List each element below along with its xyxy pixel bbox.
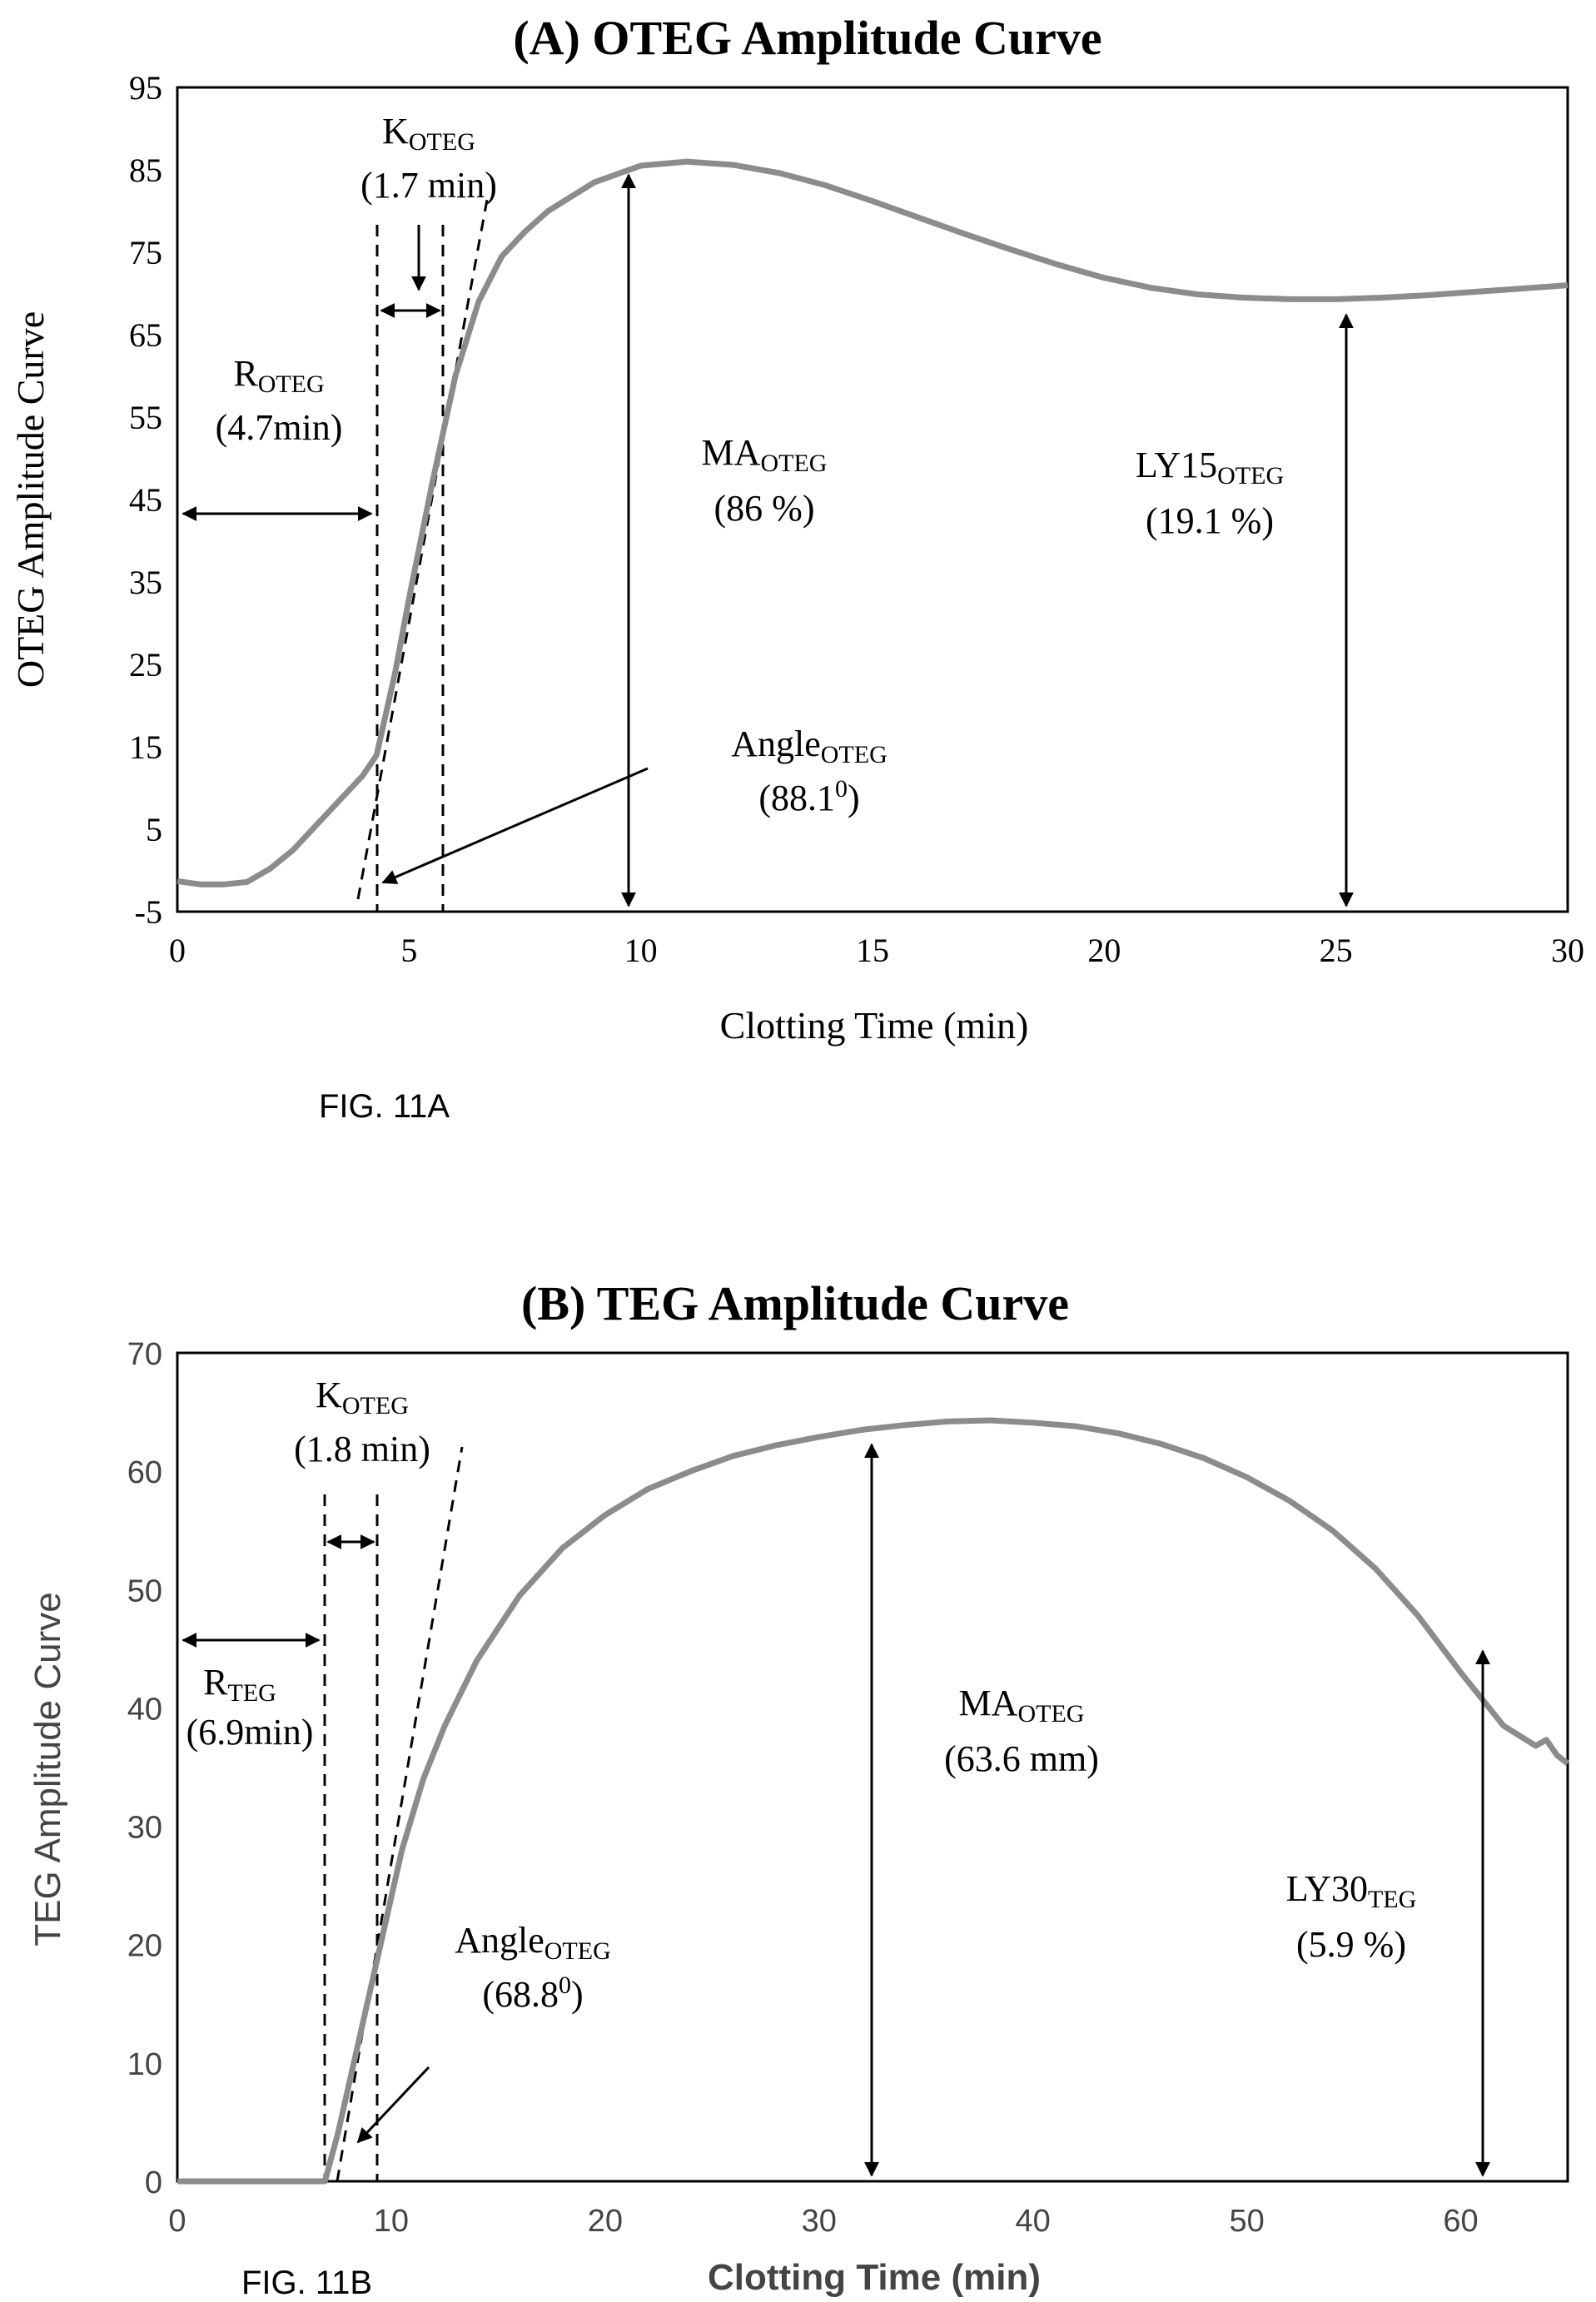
chart-a-x-tick-label: 5 (400, 932, 417, 969)
chart-b-x-ticks: 0 10 20 30 40 50 60 (168, 2204, 1478, 2239)
chart-a: (A) OTEG Amplitude Curve -5 5 15 25 35 45 55 65… (9, 11, 1584, 1125)
chart-b-ma-label: MAOTEG (959, 1683, 1085, 1728)
chart-b-y-ticks: 0 10 20 30 40 50 60 70 (127, 1337, 162, 2200)
chart-a-x-ticks: 0 5 10 15 20 25 30 (169, 932, 1584, 969)
chart-b: (B) TEG Amplitude Curve 010203040506070 … (27, 1276, 1570, 2301)
chart-a-x-tick-label: 25 (1320, 932, 1353, 969)
chart-b-r-value: (6.9min) (186, 1712, 314, 1753)
chart-a-ly15-value: (19.1 %) (1146, 500, 1274, 541)
chart-b-x-tick-label: 50 (1229, 2204, 1264, 2239)
chart-b-angle-pointer-arrow (356, 2066, 430, 2144)
chart-a-ma-value: (86 %) (714, 488, 815, 529)
chart-b-y-tick-label: 50 (127, 1574, 162, 1608)
chart-a-title: (A) OTEG Amplitude Curve (513, 11, 1101, 65)
chart-a-y-tick-label: 25 (129, 646, 162, 684)
chart-b-x-tick-label: 10 (374, 2204, 409, 2239)
chart-a-y-tick-label: 85 (129, 152, 162, 189)
chart-a-r-label: ROTEG (233, 353, 324, 398)
chart-a-angle-label: AngleOTEG (731, 723, 887, 768)
chart-a-r-value: (4.7min) (216, 407, 343, 448)
chart-a-y-tick-label: -5 (135, 893, 162, 931)
chart-a-y-tick-label: 5 (146, 811, 162, 848)
chart-b-y-tick-label: 10 (127, 2047, 162, 2082)
chart-a-k-label: KOTEG (382, 111, 475, 156)
chart-a-y-tick-label: 35 (129, 564, 162, 601)
chart-b-angle-value: (68.80) (482, 1971, 583, 2015)
chart-b-x-tick-label: 0 (168, 2204, 186, 2239)
chart-a-y-tick-label: 65 (129, 316, 162, 354)
chart-a-angle-value: (88.10) (758, 775, 859, 818)
chart-a-plot-area (176, 86, 1569, 913)
chart-a-x-axis-label: Clotting Time (min) (720, 1004, 1029, 1047)
chart-b-x-axis-label: Clotting Time (min) (708, 2257, 1041, 2298)
chart-a-y-tick-label: 55 (129, 399, 162, 436)
chart-b-y-tick-label: 0 (145, 2165, 162, 2200)
chart-a-x-tick-label: 15 (856, 932, 889, 969)
chart-b-r-label: RTEG (203, 1662, 276, 1707)
chart-a-y-tick-label: 45 (129, 481, 162, 519)
chart-b-y-tick-label: 40 (127, 1692, 162, 1727)
chart-b-y-tick-label: 20 (127, 1929, 162, 1964)
chart-a-x-tick-label: 10 (624, 932, 658, 969)
chart-b-angle-label: AngleOTEG (455, 1920, 611, 1965)
chart-a-y-axis-label: OTEG Amplitude Curve (9, 311, 52, 688)
chart-b-series-line (177, 1417, 1570, 2185)
chart-a-y-tick-label: 75 (129, 234, 162, 271)
chart-a-ly15-label: LY15OTEG (1136, 445, 1284, 490)
chart-b-ma-value: (63.6 mm) (944, 1738, 1099, 1779)
chart-b-x-tick-label: 30 (802, 2204, 837, 2239)
chart-b-y-axis-label: TEG Amplitude Curve (27, 1592, 68, 1947)
chart-b-y-tick-label: 60 (127, 1455, 162, 1490)
chart-b-x-tick-label: 40 (1016, 2204, 1051, 2239)
chart-b-plot-area (176, 1351, 1569, 2183)
chart-b-k-value: (1.8 min) (294, 1429, 430, 1469)
chart-a-x-tick-label: 0 (169, 932, 186, 969)
chart-a-k-value: (1.7 min) (360, 165, 497, 206)
chart-b-y-tick-label: 30 (127, 1811, 162, 1846)
chart-a-y-tick-label: 95 (129, 69, 162, 107)
chart-a-ma-label: MAOTEG (702, 432, 828, 477)
chart-a-y-ticks: -5 5 15 25 35 45 55 65 75 85 95 (129, 69, 162, 931)
chart-b-title: (B) TEG Amplitude Curve (521, 1276, 1069, 1330)
chart-b-k-label: KOTEG (316, 1375, 409, 1419)
figure-label-a: FIG. 11A (319, 1088, 450, 1125)
chart-b-y-tick-label: 70 (127, 1337, 162, 1372)
chart-b-x-tick-label: 60 (1443, 2204, 1478, 2239)
chart-b-x-tick-label: 20 (588, 2204, 623, 2239)
chart-a-series-line (177, 158, 1569, 887)
chart-b-angle-tangent-line (336, 1446, 464, 2182)
chart-a-x-tick-label: 20 (1087, 932, 1121, 969)
chart-b-ly30-value: (5.9 %) (1296, 1924, 1406, 1965)
figure-label-b: FIG. 11B (241, 2265, 372, 2301)
chart-a-x-tick-label: 30 (1551, 932, 1584, 969)
chart-a-y-tick-label: 15 (129, 728, 162, 766)
chart-a-angle-pointer-arrow (381, 767, 649, 884)
chart-b-ly30-label: LY30TEG (1286, 1868, 1417, 1913)
